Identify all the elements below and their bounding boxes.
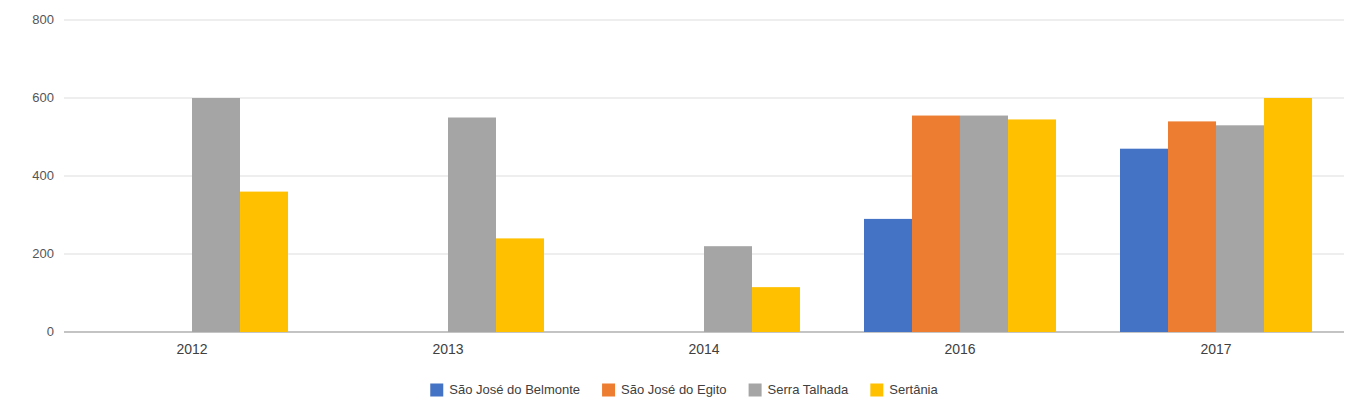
- bar: [960, 116, 1008, 332]
- legend-swatch: [430, 384, 443, 397]
- legend-label: São José do Belmonte: [449, 382, 580, 397]
- bar: [704, 246, 752, 332]
- legend-item: Serra Talhada: [749, 382, 849, 397]
- bar: [864, 219, 912, 332]
- bar: [1264, 98, 1312, 332]
- bar: [144, 332, 192, 333]
- legend-swatch: [749, 384, 762, 397]
- legend-item: São José do Belmonte: [430, 382, 580, 397]
- x-tick-label: 2016: [944, 341, 975, 357]
- x-tick-label: 2014: [688, 341, 719, 357]
- bar: [96, 332, 144, 333]
- legend-label: Sertânia: [889, 382, 938, 397]
- bar: [240, 192, 288, 332]
- bar: [1168, 121, 1216, 332]
- bar: [912, 116, 960, 332]
- x-tick-label: 2013: [432, 341, 463, 357]
- grid-line: [64, 20, 1344, 21]
- bar: [448, 118, 496, 333]
- y-tick-label: 600: [32, 90, 54, 105]
- bar: [1216, 125, 1264, 332]
- x-tick-label: 2017: [1200, 341, 1231, 357]
- bar: [1008, 119, 1056, 332]
- y-tick-label: 400: [32, 168, 54, 183]
- bar: [400, 332, 448, 333]
- y-tick-label: 0: [47, 324, 54, 339]
- bar: [496, 238, 544, 332]
- y-tick-label: 800: [32, 12, 54, 27]
- bars: [192, 98, 1312, 332]
- chart-svg: 0 200 400 600 800 2012 2013 2014 2016 2017 São Jos…: [0, 0, 1368, 416]
- grid-line: [64, 98, 1344, 99]
- legend-label: Serra Talhada: [768, 382, 849, 397]
- legend-swatch: [602, 384, 615, 397]
- grid: [64, 20, 1344, 332]
- bar: [752, 287, 800, 332]
- legend: São José do Belmonte São José do Egito Ser…: [430, 382, 938, 397]
- bar: [352, 332, 400, 333]
- bar: [608, 332, 656, 333]
- x-tick-label: 2012: [176, 341, 207, 357]
- legend-label: São José do Egito: [621, 382, 727, 397]
- bar: [1120, 149, 1168, 332]
- chart-container: 0 200 400 600 800 2012 2013 2014 2016 2017 São Jos…: [0, 0, 1368, 416]
- y-tick-label: 200: [32, 246, 54, 261]
- legend-item: Sertânia: [870, 382, 938, 397]
- bar: [192, 98, 240, 332]
- bar: [656, 332, 704, 333]
- legend-swatch: [870, 384, 883, 397]
- legend-item: São José do Egito: [602, 382, 727, 397]
